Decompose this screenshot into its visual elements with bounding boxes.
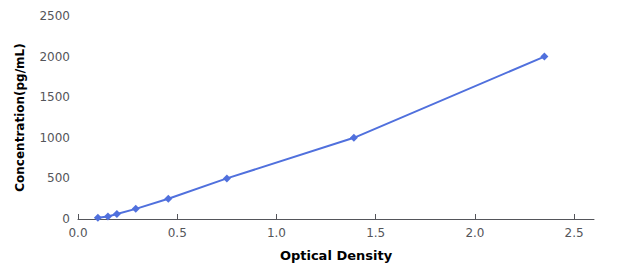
svg-text:0: 0 [62, 212, 70, 226]
svg-text:1.5: 1.5 [366, 226, 385, 240]
svg-text:2.5: 2.5 [565, 226, 584, 240]
svg-text:500: 500 [47, 171, 70, 185]
svg-text:1.0: 1.0 [267, 226, 286, 240]
svg-text:2500: 2500 [39, 9, 70, 23]
svg-text:2000: 2000 [39, 50, 70, 64]
svg-text:2.0: 2.0 [465, 226, 484, 240]
svg-text:Optical Density: Optical Density [280, 248, 393, 263]
svg-text:Concentration(pg/mL): Concentration(pg/mL) [13, 43, 27, 191]
svg-text:1500: 1500 [39, 90, 70, 104]
svg-text:0.0: 0.0 [68, 226, 87, 240]
svg-text:0.5: 0.5 [168, 226, 187, 240]
svg-text:1000: 1000 [39, 131, 70, 145]
